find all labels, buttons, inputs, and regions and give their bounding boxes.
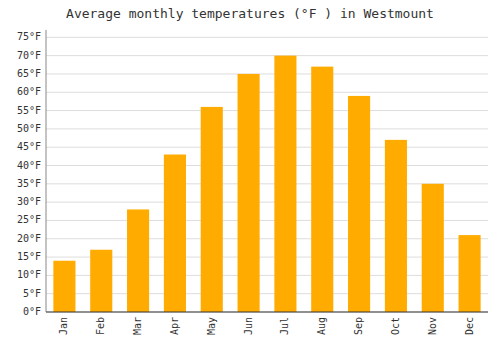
grid-line [46,37,488,38]
x-tick-label: Oct [390,317,401,335]
grid-line [46,147,488,148]
y-tick-label: 5°F [23,288,41,299]
y-tick-label: 30°F [17,196,41,207]
bar [311,67,333,312]
bar [53,261,75,312]
y-tick-label: 55°F [17,105,41,116]
x-tick-label: May [206,317,217,335]
y-tick-label: 10°F [17,269,41,280]
y-axis: 0°F 5°F 10°F 15°F 20°F 25°F 30°F 35°F 40°F 45°F 50… [17,31,488,317]
x-tick-label: Sep [353,317,364,335]
grid-line [46,55,488,56]
chart-svg: Average monthly temperatures (°F ) in We… [0,0,500,350]
y-tick-label: 70°F [17,50,41,61]
grid-line [46,312,488,313]
grid-line [46,128,488,129]
bar [348,96,370,312]
x-tick-label: Aug [316,317,327,335]
bar [459,235,481,312]
grid-line [46,73,488,74]
x-tick-label: Jun [243,317,254,335]
x-tick-label: Mar [132,317,143,335]
x-tick-label: Apr [169,317,180,335]
x-tick-label: Feb [95,317,106,335]
x-tick-label: Jan [58,317,69,335]
grid-line [46,165,488,166]
y-tick-label: 0°F [23,306,41,317]
x-axis-line [46,312,488,313]
y-tick-label: 75°F [17,31,41,42]
bar [164,155,186,312]
bar [90,250,112,312]
bars [53,56,480,312]
x-tick-label: Nov [427,317,438,335]
y-axis-line [46,30,47,312]
x-tick-label: Jul [279,317,290,335]
y-tick-label: 15°F [17,251,41,262]
bar [422,184,444,312]
bar [238,74,260,312]
y-tick-label: 50°F [17,123,41,134]
grid-line [46,110,488,111]
y-tick-label: 35°F [17,178,41,189]
bar [201,107,223,312]
grid-line [46,92,488,93]
bar [274,56,296,312]
y-tick-label: 25°F [17,214,41,225]
y-tick-label: 40°F [17,160,41,171]
y-tick-label: 60°F [17,86,41,97]
chart-container: Average monthly temperatures (°F ) in We… [0,0,500,350]
y-tick-label: 20°F [17,233,41,244]
x-axis: Jan Feb Mar Apr May Jun Jul Aug Sep Oct Nov Dec [58,317,474,335]
title: Average monthly temperatures (°F ) in We… [66,6,434,21]
x-tick-label: Dec [464,317,475,335]
bar [127,209,149,312]
y-tick-label: 65°F [17,68,41,79]
y-tick-label: 45°F [17,141,41,152]
bar [385,140,407,312]
